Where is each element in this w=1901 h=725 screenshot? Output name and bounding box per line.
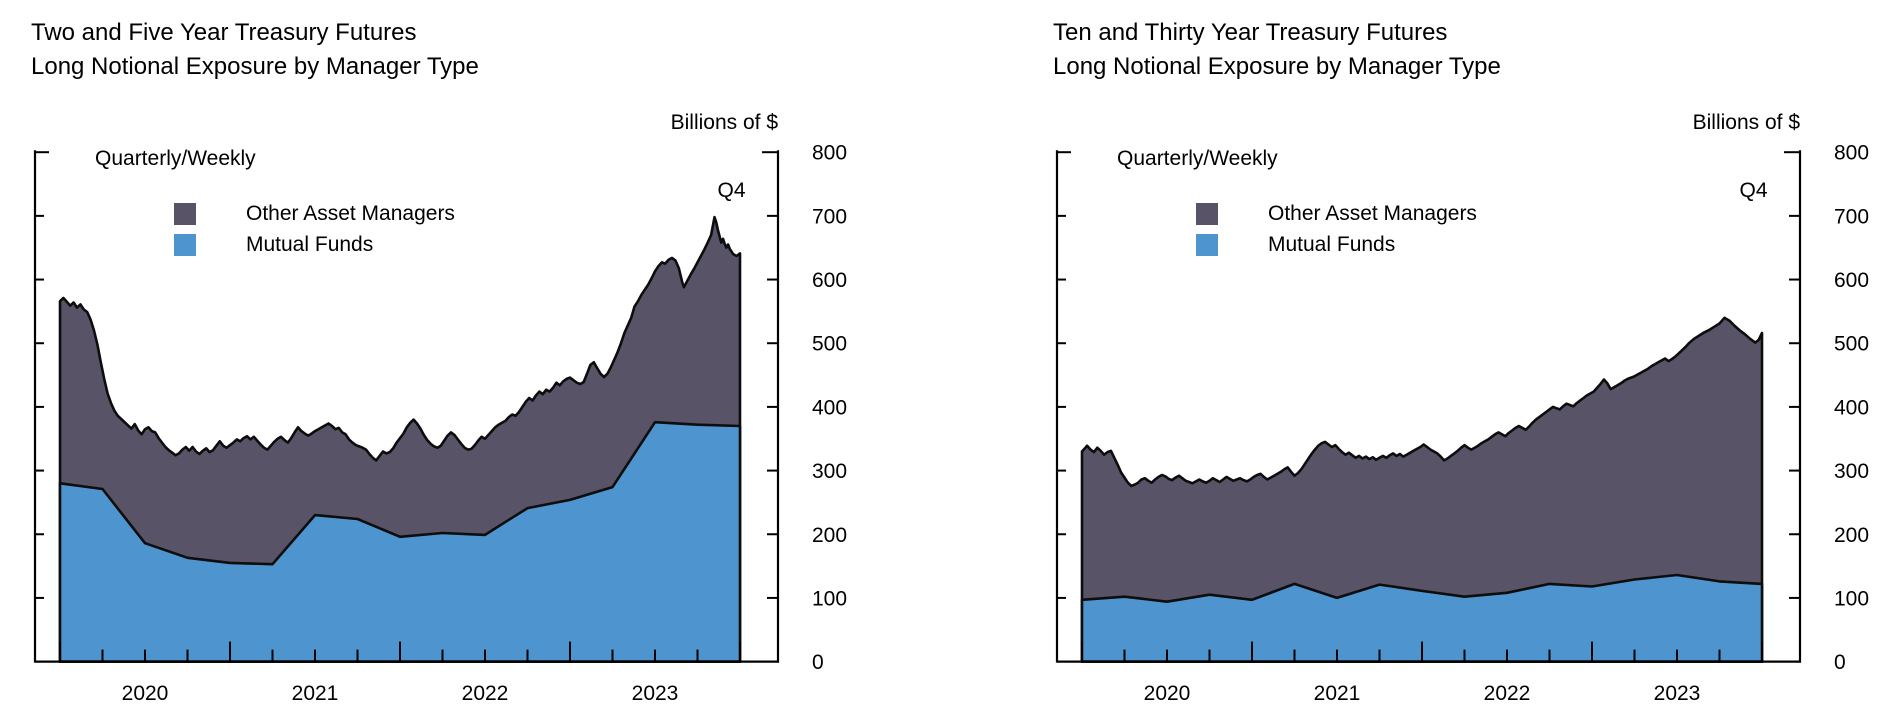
y-tick-label: 100 [1834,587,1869,610]
last-point-annotation: Q4 [1739,179,1767,202]
chart-title: Two and Five Year Treasury Futures Long … [31,16,479,84]
x-tick-label: 2021 [1314,682,1361,705]
mutual-funds-area [1080,573,1764,663]
y-tick-label: 0 [1834,651,1846,674]
y-tick-label: 200 [812,524,847,547]
legend-item-mutual-funds: Mutual Funds [174,229,455,260]
chart-title: Ten and Thirty Year Treasury Futures Lon… [1053,16,1501,84]
y-tick-labels: 0 100 200 300 400 500 600 700 800 [1834,142,1869,674]
y-tick-label: 100 [812,587,847,610]
legend-item-mutual-funds: Mutual Funds [1196,229,1477,260]
x-tick-label: 2023 [1654,682,1701,705]
y-tick-label: 300 [1834,460,1869,483]
y-tick-label: 500 [1834,333,1869,356]
y-tick-label: 600 [812,269,847,292]
x-ticks [1081,641,1763,662]
mutual-funds-area [58,420,742,663]
y-ticks [1057,151,1800,599]
y-tick-label: 600 [1834,269,1869,292]
y-tick-label: 400 [1834,396,1869,419]
legend-label: Other Asset Managers [246,201,455,225]
legend-item-other-asset-managers: Other Asset Managers [174,198,455,229]
chart-title-line2: Long Notional Exposure by Manager Type [31,53,479,80]
y-tick-label: 300 [812,460,847,483]
other-asset-managers-area [1080,316,1764,663]
chart-title-line1: Ten and Thirty Year Treasury Futures [1053,19,1448,46]
y-ticks [35,151,778,599]
other-asset-managers-swatch-icon [1196,202,1218,225]
x-tick-label: 2022 [462,682,509,705]
legend: Other Asset Managers Mutual Funds [174,198,455,260]
mutual-funds-swatch-icon [1196,233,1218,256]
legend-label: Mutual Funds [246,232,374,256]
x-tick-label: 2022 [1484,682,1531,705]
legend-label: Mutual Funds [1268,232,1396,256]
units-label: Billions of $ [670,111,778,134]
stacked-areas [58,215,742,663]
other-asset-managers-swatch-icon [174,202,196,225]
y-tick-labels: 0 100 200 300 400 500 600 700 800 [812,142,847,674]
y-tick-label: 800 [1834,142,1869,165]
legend-label: Other Asset Managers [1268,201,1477,225]
x-tick-label: 2020 [122,682,169,705]
x-tick-label: 2021 [292,682,339,705]
legend: Other Asset Managers Mutual Funds [1196,198,1477,260]
mutual-funds-swatch-icon [174,233,196,256]
last-point-annotation: Q4 [717,179,745,202]
frequency-label: Quarterly/Weekly [1117,147,1278,170]
chart-title-line2: Long Notional Exposure by Manager Type [1053,53,1501,80]
frequency-label: Quarterly/Weekly [95,147,256,170]
y-tick-label: 400 [812,396,847,419]
chart-two-five-year: Two and Five Year Treasury Futures Long … [0,0,879,725]
legend-item-other-asset-managers: Other Asset Managers [1196,198,1477,229]
chart-ten-thirty-year: Ten and Thirty Year Treasury Futures Lon… [1022,0,1901,725]
x-tick-label: 2023 [632,682,679,705]
y-tick-label: 500 [812,333,847,356]
units-label: Billions of $ [1692,111,1800,134]
y-tick-label: 200 [1834,524,1869,547]
y-tick-label: 700 [1834,205,1869,228]
x-ticks [59,641,741,662]
x-tick-labels: 2020 2021 2022 2023 [122,682,679,705]
stacked-areas [1080,316,1764,663]
chart-title-line1: Two and Five Year Treasury Futures [31,19,417,46]
y-tick-label: 700 [812,205,847,228]
y-tick-label: 0 [812,651,824,674]
y-tick-label: 800 [812,142,847,165]
x-tick-label: 2020 [1144,682,1191,705]
x-tick-labels: 2020 2021 2022 2023 [1144,682,1701,705]
